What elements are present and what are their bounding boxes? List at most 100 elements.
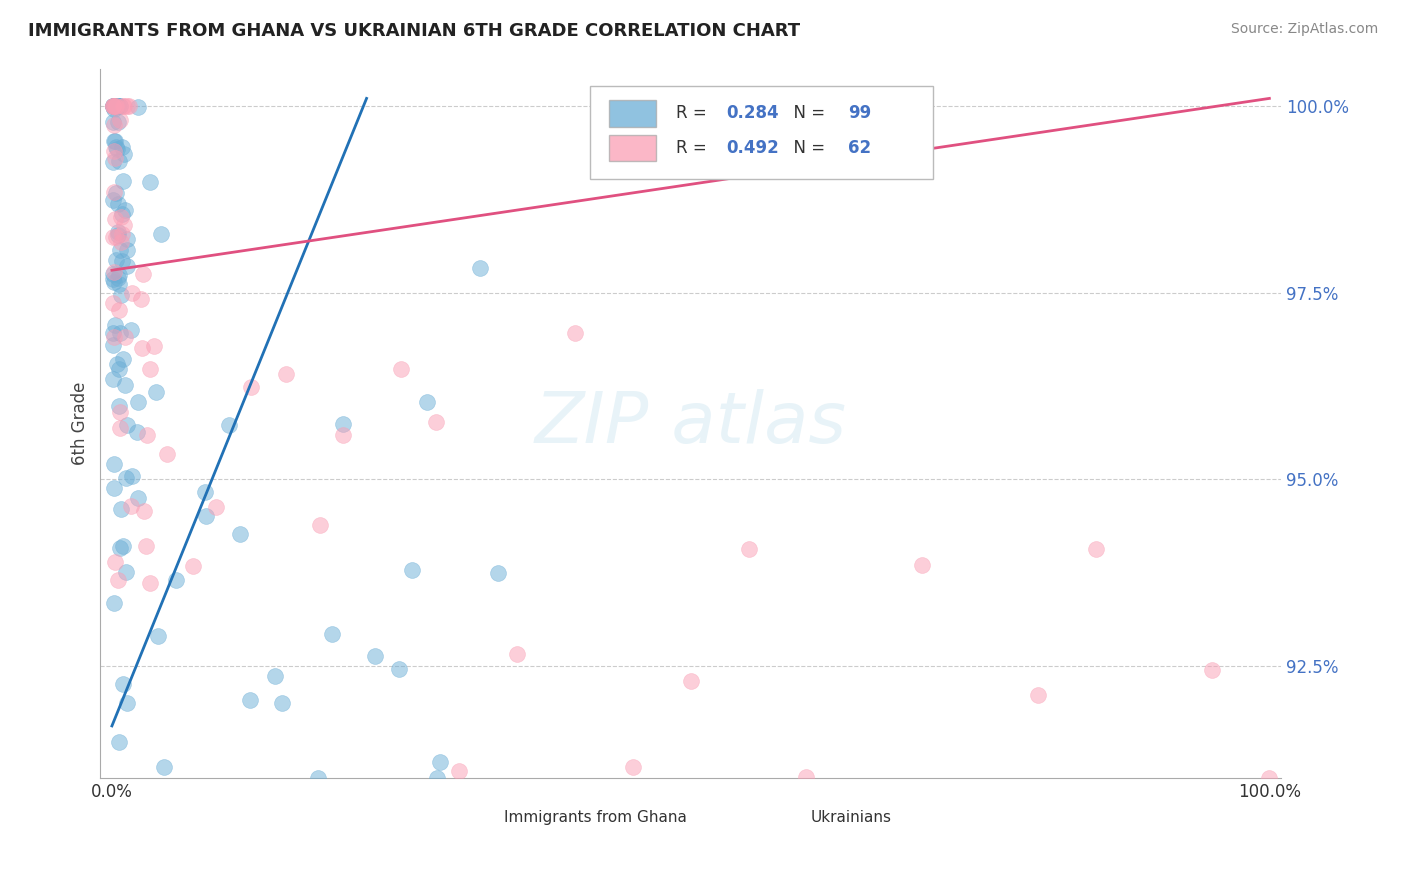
Point	[110, 235, 132, 249]
Point	[274, 367, 297, 381]
Point	[115, 99, 138, 113]
Point	[103, 118, 125, 132]
Point	[108, 303, 131, 318]
Point	[737, 542, 759, 557]
FancyBboxPatch shape	[609, 135, 657, 161]
Point	[449, 764, 471, 779]
Text: 62: 62	[848, 139, 870, 157]
Point	[107, 268, 129, 282]
Point	[101, 99, 124, 113]
Point	[105, 252, 128, 267]
Text: Source: ZipAtlas.com: Source: ZipAtlas.com	[1230, 22, 1378, 37]
Point	[108, 99, 131, 113]
Point	[127, 491, 149, 505]
Point	[114, 202, 136, 217]
Point	[101, 99, 124, 113]
Point	[139, 362, 162, 376]
Point	[150, 227, 173, 241]
Point	[911, 558, 934, 572]
Point	[218, 418, 240, 433]
Point	[111, 139, 134, 153]
Point	[108, 326, 131, 341]
Point	[111, 254, 134, 268]
Point	[107, 226, 129, 240]
Point	[108, 420, 131, 434]
Point	[101, 371, 124, 385]
Point	[101, 154, 124, 169]
Point	[105, 99, 128, 113]
Point	[107, 99, 129, 113]
Point	[429, 755, 451, 769]
Point	[425, 415, 447, 429]
Point	[121, 286, 143, 301]
Point	[101, 326, 124, 340]
Point	[101, 99, 124, 113]
Point	[104, 151, 127, 165]
Point	[468, 261, 491, 276]
Point	[108, 243, 131, 257]
Point	[103, 134, 125, 148]
Point	[111, 99, 134, 113]
FancyBboxPatch shape	[591, 87, 932, 178]
Point	[564, 326, 586, 341]
Point	[107, 228, 129, 243]
Point	[111, 677, 134, 691]
Point	[332, 427, 354, 442]
Point	[117, 232, 139, 246]
Y-axis label: 6th Grade: 6th Grade	[72, 382, 89, 465]
Point	[103, 99, 125, 113]
Point	[114, 218, 136, 232]
Point	[103, 265, 125, 279]
Point	[239, 380, 262, 394]
Point	[229, 527, 252, 541]
Text: Immigrants from Ghana: Immigrants from Ghana	[505, 810, 688, 825]
Point	[108, 399, 131, 413]
Point	[101, 338, 124, 352]
Point	[181, 559, 204, 574]
Point	[332, 417, 354, 432]
Point	[104, 99, 127, 113]
Point	[143, 339, 166, 353]
Point	[112, 147, 135, 161]
Point	[139, 575, 162, 590]
Point	[104, 211, 127, 226]
Point	[103, 275, 125, 289]
Point	[205, 500, 228, 514]
Point	[1084, 541, 1107, 556]
Text: 0.284: 0.284	[725, 104, 779, 122]
Point	[139, 175, 162, 189]
FancyBboxPatch shape	[755, 805, 799, 829]
Point	[103, 102, 125, 116]
Text: Ukrainians: Ukrainians	[811, 810, 891, 825]
Point	[104, 186, 127, 200]
Point	[1258, 771, 1281, 785]
Point	[101, 267, 124, 281]
Point	[115, 243, 138, 257]
Point	[135, 539, 157, 553]
Point	[415, 394, 437, 409]
Point	[114, 378, 136, 392]
Point	[127, 100, 149, 114]
Text: R =: R =	[676, 104, 713, 122]
Point	[103, 115, 125, 129]
Point	[108, 541, 131, 555]
Point	[108, 405, 131, 419]
Point	[111, 174, 134, 188]
Point	[115, 565, 138, 579]
Text: ZIP atlas: ZIP atlas	[534, 389, 846, 458]
Point	[111, 207, 134, 221]
Point	[104, 140, 127, 154]
Point	[104, 318, 127, 333]
Point	[101, 272, 124, 286]
Point	[111, 227, 134, 242]
Point	[103, 481, 125, 495]
Point	[112, 99, 135, 113]
Point	[107, 357, 129, 371]
Point	[125, 425, 148, 439]
Point	[115, 696, 138, 710]
Point	[127, 394, 149, 409]
Point	[110, 99, 132, 113]
Point	[621, 760, 644, 774]
Point	[115, 259, 138, 273]
Point	[239, 692, 262, 706]
